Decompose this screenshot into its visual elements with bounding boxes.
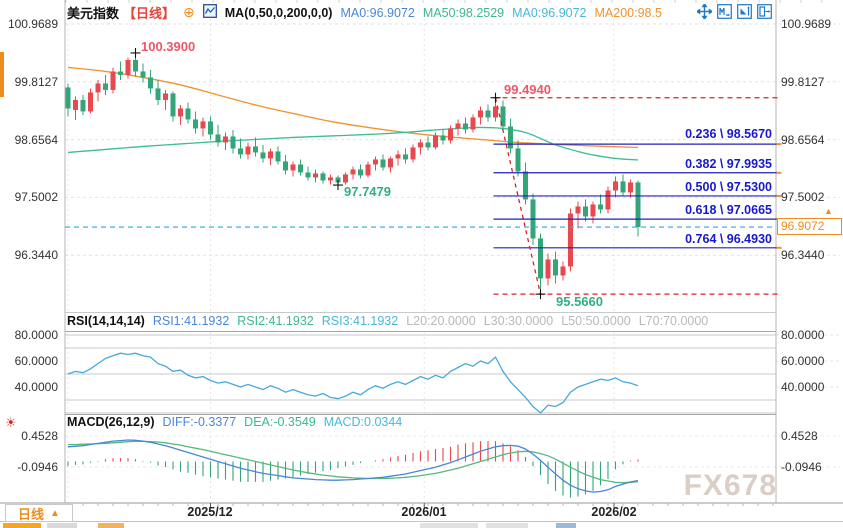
macd-axis-label: 0.4528 <box>21 429 58 443</box>
ma-settings-label: MA(0,50,0,200,0,0) <box>224 5 333 20</box>
macd-title: MACD(26,12,9) <box>67 415 155 429</box>
chevron-up-icon: ▲ <box>50 507 60 519</box>
left-edge-strip <box>0 52 4 97</box>
fib-level-label: 0.236 \ 98.5670 <box>685 127 772 141</box>
live-indicator-icon[interactable]: ☀ <box>5 415 17 430</box>
price-tag-arrow-icon: ▲ <box>824 206 833 216</box>
rsi2-value: RSI2:41.1932 <box>237 314 314 328</box>
rsi-l20-label: L20:20.0000 <box>406 314 476 328</box>
price-axis-label: 99.8127 <box>781 75 825 89</box>
date-axis-label: 2026/02 <box>591 505 637 519</box>
rsi-axis-label: 80.0000 <box>14 328 58 342</box>
rsi-l70-label: L70:70.0000 <box>638 314 709 328</box>
ma50-value: MA50:98.2529 <box>422 5 505 20</box>
symbol-name: 美元指数 <box>67 6 120 21</box>
chart-header: 美元指数 【日线】 ⊕ MA(0,50,0,200,0,0) MA0:96.90… <box>67 3 662 22</box>
fib-level-label: 0.764 \ 96.4930 <box>685 232 772 246</box>
pan-crosshair-icon[interactable] <box>697 4 712 19</box>
macd-dea-value: DEA:-0.3549 <box>244 415 316 429</box>
fit-horizontal-scale-icon[interactable] <box>717 4 732 19</box>
price-axis-label: 100.9689 <box>781 17 832 31</box>
fib-level-label: 0.382 \ 97.9935 <box>685 157 772 171</box>
fib-level-label: 0.500 \ 97.5300 <box>685 180 772 194</box>
chart-type-icon[interactable] <box>202 4 217 21</box>
rsi-axis-label: 60.0000 <box>781 354 825 368</box>
ma0-value-2: MA0:96.9072 <box>512 5 587 20</box>
fib-low-label: 95.5660 <box>556 294 603 309</box>
swing-low-label: 97.7479 <box>344 184 391 199</box>
price-axis-label: 96.3440 <box>14 248 58 262</box>
shift-chart-right-icon[interactable] <box>757 4 772 19</box>
rsi-axis-label: 40.0000 <box>14 380 58 394</box>
price-axis-label: 98.6564 <box>14 133 58 147</box>
ma0-value: MA0:96.9072 <box>340 5 415 20</box>
rsi3-value: RSI3:41.1932 <box>321 314 399 328</box>
ma200-value: MA200:98.5 <box>594 5 662 20</box>
rsi-l50-label: L50:50.0000 <box>561 314 631 328</box>
macd-axis-label: -0.0946 <box>17 460 58 474</box>
cutoff-bottom-tab <box>98 523 124 528</box>
rsi-header: RSI(14,14,14) RSI1:41.1932 RSI2:41.1932 … <box>67 314 708 328</box>
rsi-axis-label: 40.0000 <box>781 380 825 394</box>
cutoff-bottom-tab <box>420 523 478 528</box>
fit-vertical-scale-icon[interactable] <box>737 4 752 19</box>
add-indicator-icon[interactable]: ⊕ <box>183 4 195 20</box>
price-axis-label: 97.5002 <box>781 190 825 204</box>
rsi-axis-label: 80.0000 <box>781 328 825 342</box>
cutoff-bottom-tab <box>3 523 41 528</box>
macd-value: MACD:0.0344 <box>323 415 403 429</box>
timeframe-tag: 【日线】 <box>123 6 176 21</box>
timeframe-label: 日线 <box>18 506 45 522</box>
macd-header: MACD(26,12,9) DIFF:-0.3377 DEA:-0.3549 M… <box>67 415 402 429</box>
price-axis-label: 96.3440 <box>781 248 825 262</box>
fib-level-label: 0.618 \ 97.0665 <box>685 203 772 217</box>
rsi-axis-label: 60.0000 <box>14 354 58 368</box>
price-axis-label: 97.5002 <box>14 190 58 204</box>
chart-toolbar <box>697 4 772 19</box>
rsi-title: RSI(14,14,14) <box>67 314 145 328</box>
watermark: FX678 <box>683 469 777 502</box>
macd-diff-value: DIFF:-0.3377 <box>162 415 237 429</box>
timeframe-selector-button[interactable]: 日线 ▲ <box>5 504 73 522</box>
macd-axis-label: -0.0946 <box>781 460 822 474</box>
date-axis-label: 2026/01 <box>401 505 447 519</box>
swing-high-label: 100.3900 <box>141 39 196 54</box>
price-axis-label: 98.6564 <box>781 133 825 147</box>
current-price-tag: 96.9072 <box>777 218 842 235</box>
date-axis-label: 2025/12 <box>187 505 233 519</box>
fib-high-label: 99.4940 <box>504 82 551 97</box>
cutoff-bottom-tab <box>486 523 528 528</box>
macd-axis-label: 0.4528 <box>781 429 818 443</box>
cutoff-bottom-tab <box>47 523 77 528</box>
price-axis-label: 100.9689 <box>7 17 58 31</box>
price-axis-label: 99.8127 <box>14 75 58 89</box>
rsi1-value: RSI1:41.1932 <box>152 314 230 328</box>
rsi-l30-label: L30:30.0000 <box>483 314 554 328</box>
cutoff-bottom-tab <box>556 523 576 528</box>
